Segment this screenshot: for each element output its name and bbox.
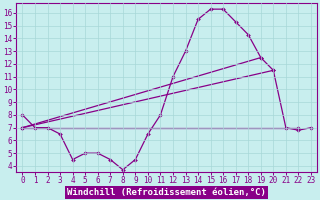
X-axis label: Windchill (Refroidissement éolien,°C): Windchill (Refroidissement éolien,°C): [67, 188, 266, 197]
